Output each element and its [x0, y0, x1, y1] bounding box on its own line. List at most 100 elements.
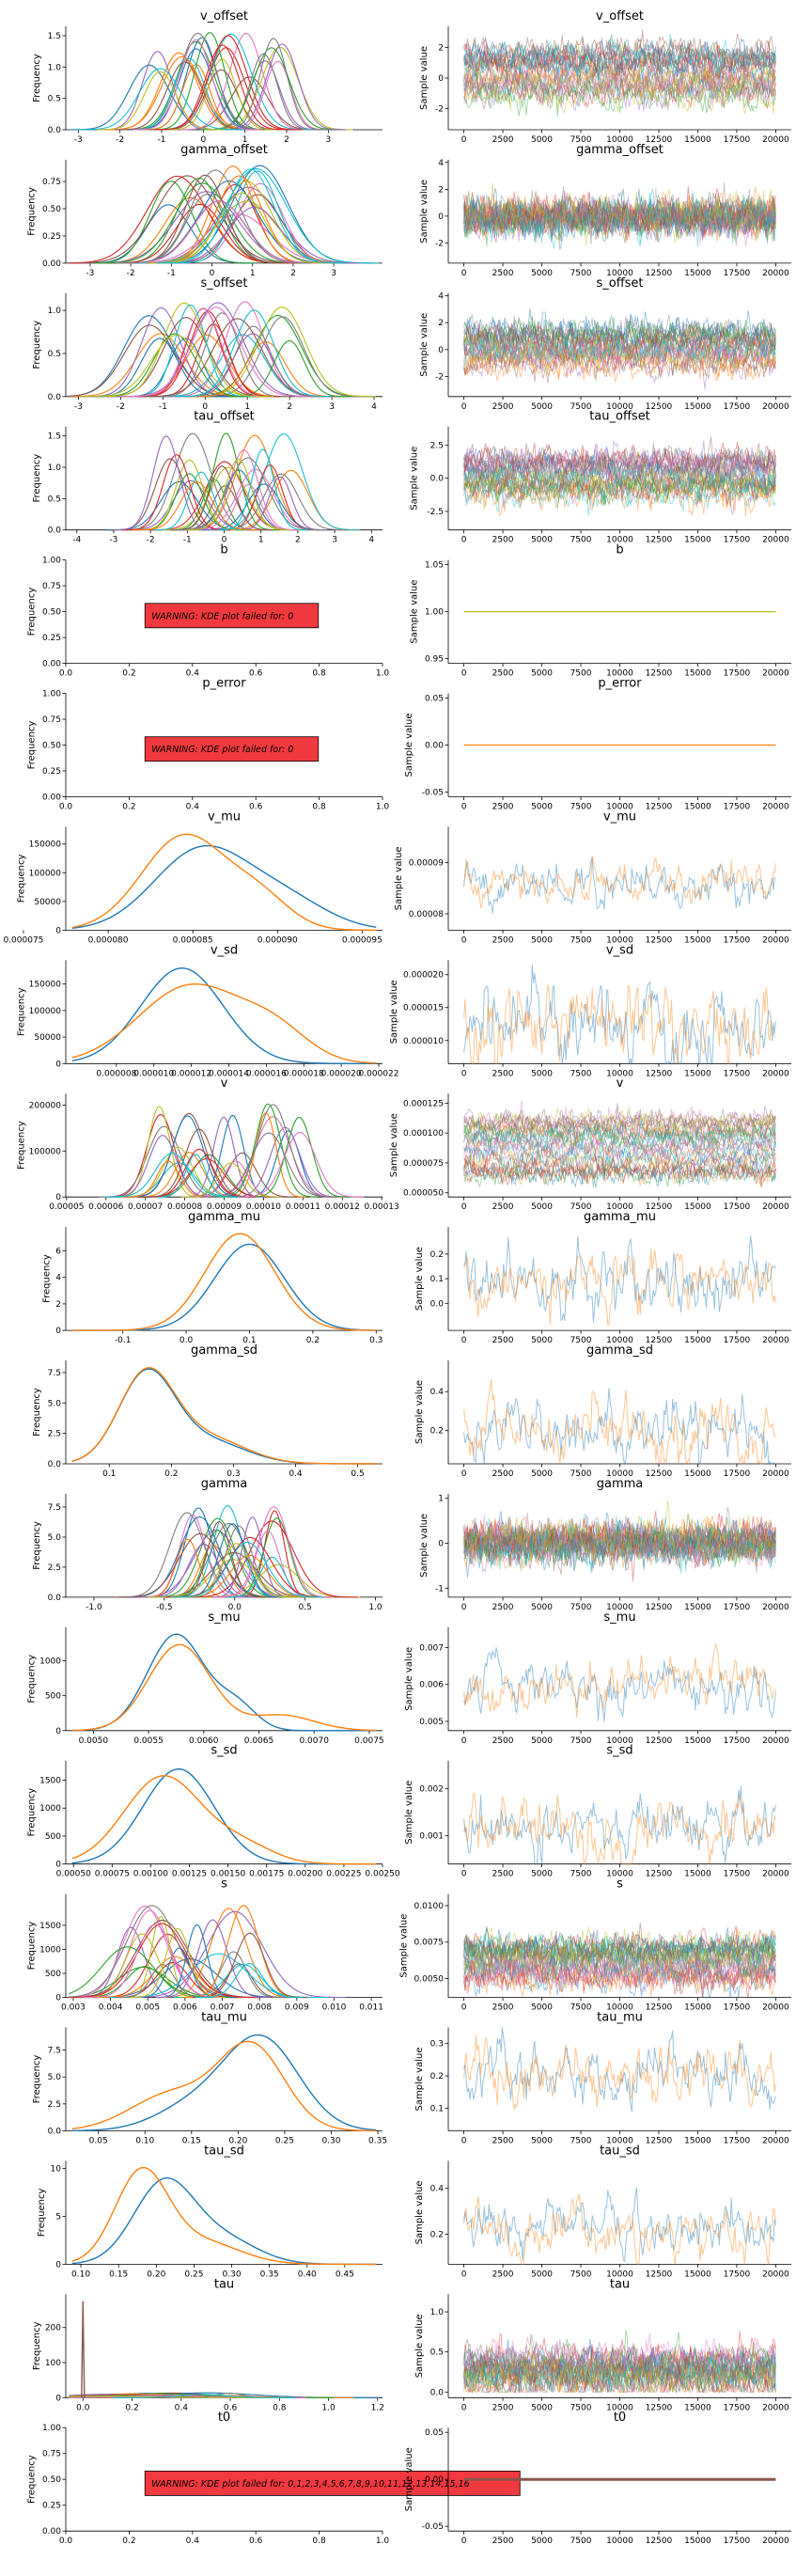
tau-trace-line-22 — [463, 2330, 776, 2380]
v_offset-trace-line-19 — [463, 47, 776, 82]
x-tick-label: 0 — [461, 2537, 467, 2546]
s_sd-kde-panel: s_sd 0.00050 0.00075 0.00100 0.00125 0.00150 0… — [26, 1744, 399, 1879]
p_error-kde-warning-box — [144, 736, 320, 762]
gamma-kde-line-15 — [115, 1532, 286, 1598]
x-tick-label: 0.00005 — [49, 1202, 84, 1212]
x-tick-label: 0 — [461, 803, 467, 812]
tau-trace-line-5 — [463, 2338, 776, 2376]
x-tick-label: 20000 — [762, 2270, 789, 2279]
x-tick-label: 20000 — [762, 269, 789, 278]
gamma-trace-line-11 — [463, 1515, 776, 1563]
tau-trace-line-3 — [463, 2331, 776, 2382]
x-tick-label: 5000 — [531, 935, 553, 945]
gamma_offset-trace-line-17 — [463, 182, 776, 240]
tau_offset-trace-line-4 — [463, 440, 776, 475]
x-tick-label: 15000 — [684, 269, 711, 278]
x-tick-label: 0.05 — [89, 2137, 108, 2146]
s_offset-kde-line-28 — [79, 334, 273, 398]
x-tick-label: -2 — [147, 536, 155, 545]
tau-trace-line-23 — [463, 2343, 776, 2393]
tau-trace-line-8 — [463, 2349, 776, 2395]
y-tick-label: 0 — [55, 2394, 61, 2403]
x-tick-label: -1 — [183, 536, 192, 545]
gamma_offset-trace-line-15 — [463, 193, 776, 241]
y-tick-label: 0.5 — [48, 495, 61, 504]
s-trace-line-2 — [463, 1926, 776, 1969]
gamma_offset-trace-line-11 — [463, 192, 776, 242]
s-kde-line-1 — [157, 1908, 300, 1999]
x-tick-label: 0.0055 — [133, 1736, 164, 1746]
x-tick-label: 20000 — [762, 1870, 789, 1879]
tau-trace-line-2 — [463, 2361, 776, 2394]
v_mu-kde-ylabel: Frequency — [17, 854, 27, 903]
s-trace-line-23 — [463, 1956, 776, 1994]
y-tick-label: 0.0 — [430, 2388, 445, 2397]
v-trace-line-27 — [463, 1155, 776, 1183]
x-tick-label: 0 — [461, 1069, 467, 1078]
x-tick-label: 17500 — [724, 1603, 751, 1612]
gamma_mu-trace-ylabel: Sample value — [414, 1247, 425, 1311]
y-tick-label: 0.005 — [419, 1718, 444, 1727]
x-tick-label: 10000 — [606, 2403, 633, 2412]
x-tick-label: 7500 — [570, 536, 592, 545]
x-tick-label: 20000 — [762, 2537, 789, 2546]
y-tick-label: 150000 — [29, 840, 62, 850]
x-tick-label: 1 — [250, 269, 256, 278]
y-tick-label: 0.5 — [48, 350, 61, 359]
s-kde-line-17 — [69, 1905, 254, 1999]
x-tick-label: 7500 — [570, 2270, 592, 2279]
tau_mu-trace-panel: tau_mu 0 2500 5000 7500 10000 12500 15000 17500 2… — [414, 2011, 791, 2146]
x-tick-label: 0.00225 — [326, 1870, 361, 1879]
v-trace-line-6 — [463, 1100, 776, 1134]
s-trace-line-11 — [463, 1928, 776, 1981]
x-tick-label: 7500 — [570, 1870, 592, 1879]
s_offset-kde-line-27 — [181, 325, 325, 398]
x-tick-label: 10000 — [606, 669, 633, 679]
gamma_mu-trace-title: gamma_mu — [584, 1210, 656, 1224]
s-kde-title: s — [221, 1877, 227, 1892]
y-tick-label: 0.2 — [430, 1427, 444, 1437]
y-tick-label: 50000 — [34, 1033, 61, 1043]
x-tick-label: 0.003 — [61, 2003, 86, 2013]
x-tick-label: 1 — [244, 402, 250, 412]
s_mu-kde-title: s_mu — [208, 1610, 240, 1625]
y-tick-label: 100000 — [29, 1007, 62, 1016]
gamma-kde-panel: gamma -1.0 -0.5 0.0 0.5 1.0 0.0 2.5 5.0 7.5 Freque… — [32, 1477, 383, 1612]
s_offset-trace-line-6 — [463, 338, 776, 370]
x-tick-label: 15000 — [684, 2537, 711, 2546]
gamma-trace-line-2 — [463, 1524, 776, 1568]
x-tick-label: 10000 — [606, 2003, 633, 2013]
p_error-kde-ylabel: Frequency — [26, 721, 37, 770]
tau-trace-line-10 — [463, 2354, 776, 2394]
y-tick-label: 0.05 — [425, 695, 444, 704]
tau_offset-kde-line-24 — [114, 435, 219, 531]
x-tick-label: 0.3 — [369, 1336, 383, 1345]
v-trace-line-12 — [463, 1155, 776, 1188]
y-tick-label: 0.000015 — [403, 1004, 444, 1013]
x-tick-label: 0.004 — [99, 2003, 123, 2013]
s-trace-line-5 — [463, 1922, 776, 1967]
s_offset-trace-line-17 — [463, 321, 776, 360]
x-tick-label: -1 — [157, 135, 165, 145]
tau-trace-line-11 — [463, 2369, 776, 2395]
y-tick-label: 0.50 — [42, 205, 61, 214]
tau_offset-trace-line-18 — [463, 462, 776, 503]
s_mu-kde-line-1 — [71, 1643, 377, 1732]
tau_offset-trace-line-0 — [463, 446, 776, 479]
x-tick-label: -1 — [167, 269, 176, 278]
gamma-kde-line-6 — [140, 1514, 245, 1598]
y-tick-label: 1.5 — [48, 432, 61, 442]
v_sd-kde-line-1 — [71, 982, 377, 1064]
p_error-trace-title: p_error — [598, 677, 642, 691]
y-tick-label: 4 — [438, 159, 444, 168]
v_mu-kde-line-0 — [71, 844, 377, 930]
s_offset-trace-line-10 — [463, 311, 776, 350]
x-tick-label: 0.00008 — [167, 1202, 202, 1212]
s-kde-line-20 — [156, 1924, 238, 1999]
v-trace-line-0 — [463, 1152, 776, 1186]
y-tick-label: 5 — [55, 2212, 61, 2222]
x-tick-label: 20000 — [762, 1736, 789, 1746]
gamma-kde-line-9 — [171, 1505, 285, 1598]
x-tick-label: 0.000085 — [173, 935, 213, 945]
tau_offset-trace-line-26 — [463, 451, 776, 486]
